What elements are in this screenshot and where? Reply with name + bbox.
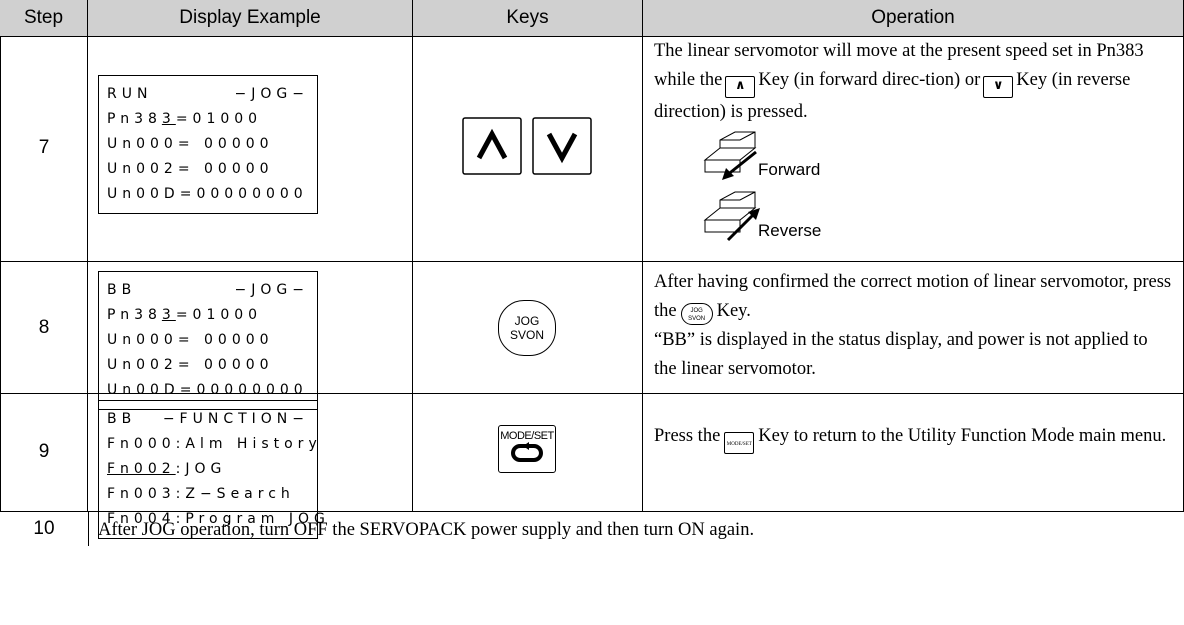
header-cell: Display Example [88,0,413,36]
display-text: =01000 [175,111,263,127]
mode: −JOG− [234,86,309,102]
mode: −JOG− [234,282,309,298]
display-text: 3 [161,111,176,127]
operation-text: Press the MODE/SET Key to return to the Ut… [654,424,1174,454]
display-text: Un002= 00000 [107,357,274,373]
text: Press the [654,426,721,446]
status-line: BB −FUNCTION− [107,407,309,432]
cell [0,36,88,262]
display-text: Pn38 [107,307,162,323]
display-text: Fn002 [107,461,176,477]
cell [0,394,88,512]
mode-set-key: MODE/SET [498,425,556,473]
inline-key-icon: MODE/SET [724,432,755,454]
text: Key (in forward direc-tion) or [758,70,981,90]
text: After having confirmed the correct motio… [654,272,1172,321]
cell [88,262,413,394]
jog-svon-key: JOG SVON [498,300,556,356]
display-line: Un00D=00000000 [107,378,309,403]
reverse-label: Reverse [758,221,822,240]
cell [88,36,413,262]
display-line: Fn003:Z−Search [107,482,309,507]
status: BB [107,411,137,427]
direction-icons [703,131,760,242]
display-text: Un002= 00000 [107,161,274,177]
display-text: Un00D=00000000 [107,382,308,398]
display-text: Pn38 [107,111,162,127]
display-line: Fn002:JOG [107,457,309,482]
key-label: JOG [690,308,703,314]
display-text: :JOG [175,461,227,477]
key-label: SVON [509,328,544,342]
text: Key. [716,301,751,321]
cell [88,394,413,512]
rule [88,512,89,546]
status-line: BB −JOG− [107,278,309,303]
display-text: Un000= 00000 [107,136,274,152]
display-line: Un00D=00000000 [107,182,309,207]
step-number: 9 [38,441,50,462]
operation-text: The linear servomotor will move at the p… [654,37,1174,127]
operation-text: After having confirmed the correct motio… [654,268,1174,384]
text: “BB” is displayed in the status display,… [654,330,1148,379]
key-label: JOG [514,314,540,328]
step-number: 10 [33,518,55,539]
display-panel: BB −JOG− Pn383=01000 Un000= 00000 Un002= 000… [98,271,318,410]
text: Key (in reverse direction) is pressed. [654,70,1131,122]
header-cell: Step [0,0,88,36]
cell [413,262,643,394]
text: The linear servomotor will move at the p… [654,41,1144,90]
display-line: Un002= 00000 [107,353,309,378]
display-text: Un00D=00000000 [107,186,308,202]
display-line: Un000= 00000 [107,328,309,353]
key-label: MODE/SET [500,430,554,442]
step-number: 7 [38,137,50,158]
note-text: After JOG operation, turn OFF the SERVOP… [98,520,755,540]
inline-key-icon: JOG SVON [680,303,713,325]
key-icon [511,442,543,462]
cell [0,262,88,394]
display-text: =01000 [175,307,263,323]
display-text: 3 [161,307,176,323]
down-key-icon: ∨ [983,76,1014,98]
arrow-keys [462,117,592,175]
display-text: Fn003:Z−Search [107,486,295,502]
cell [413,36,643,262]
display-text: Un000= 00000 [107,332,274,348]
status-line: RUN −JOG− [107,82,309,107]
status: RUN [107,86,153,102]
key-label: MODE/SET [726,442,752,447]
display-line: Fn000:Alm History [107,432,317,457]
up-key-icon: ∧ [725,76,756,98]
rule [0,36,1184,37]
header-cell: Operation [643,0,1184,36]
display-line: Pn383=01000 [107,107,309,132]
display-text: Fn004:Program JOG [107,511,330,527]
display-panel: BB −FUNCTION− Fn000:Alm History Fn002:JOG Fn… [98,400,325,539]
display-line: Un000= 00000 [107,132,309,157]
mode: −FUNCTION− [162,411,309,427]
display-panel: RUN −JOG− Pn383=01000 Un000= 00000 Un002= 00… [98,75,318,214]
status: BB [107,282,137,298]
display-text: Fn000:Alm History [107,436,322,452]
display-line: Pn383=01000 [107,303,309,328]
key-label: SVON [688,316,706,322]
forward-label: Forward [758,160,821,179]
text: Key to return to the Utility Function Mo… [758,426,1167,446]
cell [413,394,643,512]
display-line: Un002= 00000 [107,157,309,182]
header-cell: Keys [413,0,643,36]
display-line: Fn004:Program JOG [107,507,325,532]
step-number: 8 [38,317,50,338]
